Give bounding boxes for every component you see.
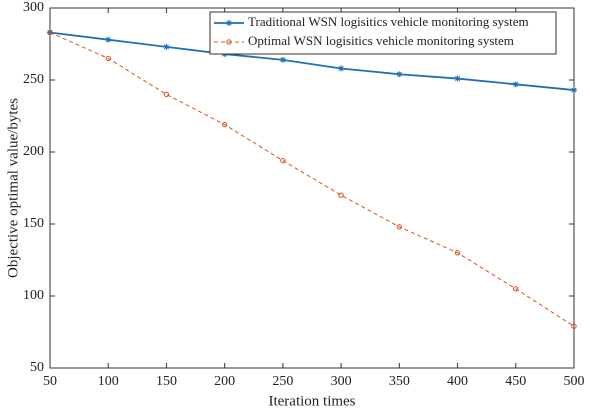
marker [338, 65, 345, 72]
legend-label: Optimal WSN logisitics vehicle monitorin… [248, 33, 514, 48]
marker [280, 157, 286, 164]
marker [163, 43, 170, 50]
x-tick-label: 350 [389, 374, 410, 389]
x-tick-label: 500 [564, 374, 585, 389]
marker [454, 250, 461, 256]
y-tick-label: 300 [23, 0, 44, 15]
plot-area [49, 7, 575, 369]
legend-marker [226, 39, 232, 45]
marker [396, 224, 403, 230]
x-tick-label: 100 [98, 374, 119, 389]
series-line [49, 31, 575, 91]
marker [47, 29, 53, 36]
x-tick-label: 50 [43, 374, 57, 389]
y-axis-label: Objective optimal value/bytes [5, 98, 21, 278]
series-line [49, 32, 575, 327]
marker [105, 36, 112, 43]
marker [338, 192, 344, 198]
x-axis-label: Iteration times [268, 393, 355, 409]
x-tick-label: 450 [505, 374, 526, 389]
marker [512, 81, 519, 88]
y-tick-label: 100 [23, 288, 44, 303]
x-tick-label: 300 [331, 374, 352, 389]
x-tick-label: 150 [156, 374, 177, 389]
marker [279, 56, 286, 63]
x-tick-label: 250 [272, 374, 293, 389]
y-tick-label: 250 [23, 72, 44, 87]
legend-box [209, 11, 557, 55]
x-tick-label: 400 [447, 374, 468, 389]
y-tick-label: 200 [23, 144, 44, 159]
marker [163, 91, 170, 98]
y-tick-label: 150 [23, 216, 44, 231]
marker [105, 55, 111, 62]
marker [454, 75, 461, 82]
legend-marker [226, 20, 232, 26]
marker [571, 323, 577, 329]
legend-label: Traditional WSN logisitics vehicle monit… [248, 14, 529, 29]
marker [513, 286, 519, 292]
y-tick-label: 50 [30, 360, 44, 375]
x-tick-label: 200 [214, 374, 235, 389]
marker [396, 71, 403, 78]
marker [221, 121, 228, 128]
marker [571, 87, 577, 94]
